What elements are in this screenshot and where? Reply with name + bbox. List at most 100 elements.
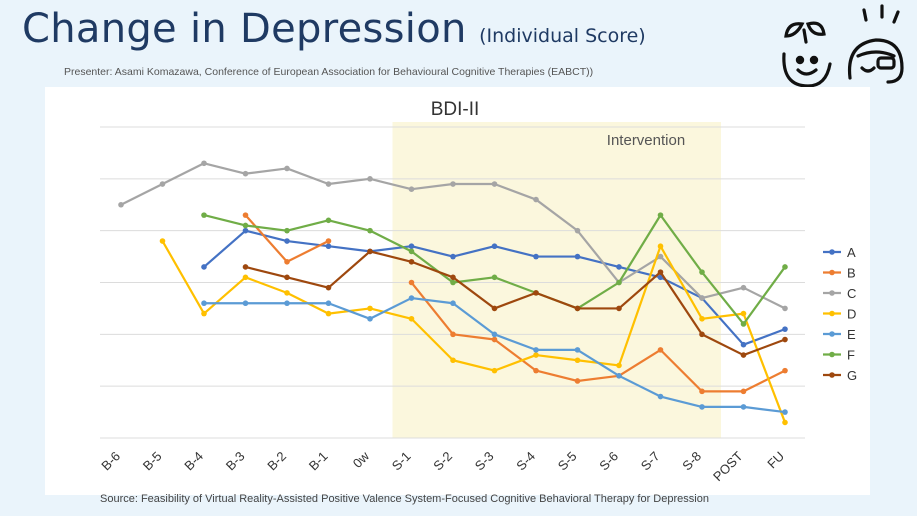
legend-item: F xyxy=(823,348,855,363)
data-point xyxy=(699,331,705,338)
data-point xyxy=(450,279,456,286)
data-point xyxy=(782,419,788,426)
data-point xyxy=(740,352,747,358)
legend-item: D xyxy=(823,307,856,322)
data-point xyxy=(616,362,622,369)
legend-marker xyxy=(829,331,835,337)
data-point xyxy=(325,181,332,187)
data-point xyxy=(574,347,581,353)
data-point xyxy=(201,300,207,307)
x-tick-label: S-5 xyxy=(555,449,580,474)
x-tick-label: FU xyxy=(764,449,787,472)
x-tick-label: B-4 xyxy=(181,449,206,474)
data-point xyxy=(450,181,456,187)
legend-marker xyxy=(829,249,835,255)
bdi-line-chart: BDI-II Intervention B-6 B-5 B-4 B-3 B-2 B-1 0w S-… xyxy=(98,99,857,484)
data-point xyxy=(284,165,290,172)
data-point xyxy=(242,264,249,270)
data-point xyxy=(367,227,373,234)
data-point xyxy=(408,258,415,265)
data-point xyxy=(201,264,207,270)
data-point xyxy=(657,393,664,400)
legend-item: C xyxy=(823,286,856,301)
legend-label: A xyxy=(847,245,856,260)
data-point xyxy=(491,181,498,187)
x-tick-label: S-3 xyxy=(472,449,497,474)
data-point xyxy=(657,243,664,250)
x-tick-label: S-4 xyxy=(513,449,538,474)
data-point xyxy=(657,253,664,260)
data-point xyxy=(491,336,498,343)
data-point xyxy=(616,264,622,270)
data-point xyxy=(284,227,290,234)
data-point xyxy=(450,274,456,281)
data-point xyxy=(699,404,705,410)
x-tick-label: S-2 xyxy=(430,449,455,474)
data-point xyxy=(408,186,415,192)
data-point xyxy=(491,305,498,312)
data-point xyxy=(740,388,747,395)
data-point xyxy=(616,305,622,312)
data-point xyxy=(408,315,415,322)
page-subtitle: (Individual Score) xyxy=(479,25,646,47)
chart-title: BDI-II xyxy=(431,99,480,120)
x-tick-label: S-6 xyxy=(596,449,621,474)
legend-label: B xyxy=(847,266,856,281)
data-point xyxy=(242,222,249,229)
series-d xyxy=(159,238,788,426)
data-point xyxy=(616,279,622,286)
data-point xyxy=(699,315,705,322)
data-point xyxy=(284,300,290,307)
series-a xyxy=(201,227,788,348)
data-point xyxy=(325,284,332,291)
series-line xyxy=(410,281,786,393)
series-line xyxy=(161,240,787,423)
data-point xyxy=(657,269,664,275)
data-point xyxy=(367,176,373,182)
legend-marker xyxy=(829,372,835,378)
series-b xyxy=(242,212,788,395)
series-g xyxy=(242,248,788,358)
data-point xyxy=(740,310,747,317)
source-credit: Source: Feasibility of Virtual Reality-A… xyxy=(100,493,709,505)
x-tick-label: B-2 xyxy=(264,449,289,474)
data-point xyxy=(782,409,788,415)
data-point xyxy=(159,181,166,187)
data-point xyxy=(782,336,788,343)
data-point xyxy=(450,300,456,307)
data-point xyxy=(740,341,747,348)
data-point xyxy=(782,305,788,312)
intervention-band xyxy=(392,122,721,438)
data-point xyxy=(325,310,332,317)
legend-label: E xyxy=(847,327,856,342)
legend-marker xyxy=(829,269,835,276)
data-point xyxy=(740,321,747,327)
x-tick-label: B-1 xyxy=(306,449,331,474)
intervention-label: Intervention xyxy=(607,132,685,149)
legend-marker xyxy=(829,290,835,296)
data-point xyxy=(450,331,456,338)
legend-marker xyxy=(829,310,835,317)
data-point xyxy=(325,300,332,307)
legend-item: B xyxy=(823,266,856,281)
data-point xyxy=(533,290,539,296)
data-point xyxy=(491,274,498,281)
data-point xyxy=(491,243,498,250)
presenter-credit: Presenter: Asami Komazawa, Conference of… xyxy=(64,66,594,78)
x-tick-label: POST xyxy=(710,448,746,484)
title-row: Change in Depression (Individual Score) xyxy=(22,6,646,52)
data-point xyxy=(284,258,290,265)
data-point xyxy=(450,357,456,364)
data-point xyxy=(408,279,415,286)
data-point xyxy=(201,212,207,218)
data-point xyxy=(201,160,207,167)
x-tick-label: S-8 xyxy=(679,449,704,474)
data-point xyxy=(367,305,373,312)
chart-panel: BDI-II Intervention B-6 B-5 B-4 B-3 B-2 B-1 0w S-… xyxy=(45,87,870,495)
data-point xyxy=(782,367,788,374)
data-point xyxy=(533,253,539,260)
legend-label: G xyxy=(847,368,857,383)
data-point xyxy=(491,331,498,338)
data-point xyxy=(657,347,664,353)
data-point xyxy=(284,274,290,281)
